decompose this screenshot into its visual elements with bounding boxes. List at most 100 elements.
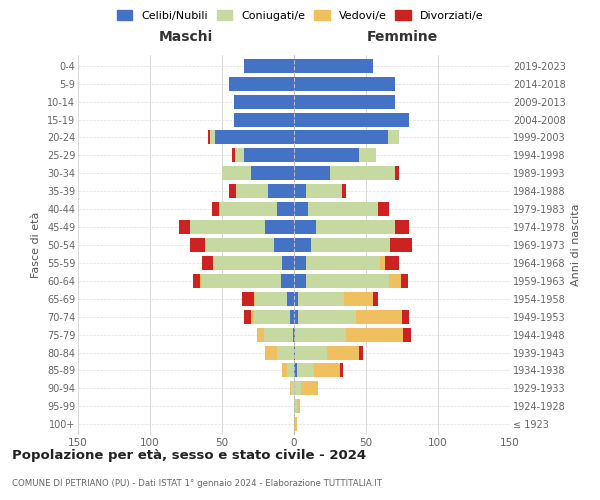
Bar — [403, 328, 410, 342]
Bar — [190, 220, 265, 234]
Bar — [305, 184, 341, 198]
Bar — [298, 292, 344, 306]
Bar — [377, 202, 389, 216]
Text: Popolazione per età, sesso e stato civile - 2024: Popolazione per età, sesso e stato civil… — [12, 450, 366, 462]
Bar — [294, 418, 297, 431]
Bar — [395, 220, 409, 234]
Bar — [291, 382, 294, 396]
Bar — [294, 130, 388, 144]
Bar — [287, 364, 294, 378]
Bar — [232, 148, 235, 162]
Bar — [222, 166, 251, 180]
Bar — [305, 274, 389, 288]
Bar — [294, 94, 395, 108]
Bar — [294, 400, 297, 413]
Bar — [294, 148, 359, 162]
Bar — [294, 238, 311, 252]
Bar — [290, 310, 294, 324]
Bar — [179, 220, 190, 234]
Bar — [327, 346, 359, 360]
Bar — [264, 328, 293, 342]
Bar — [294, 382, 301, 396]
Bar — [311, 238, 391, 252]
Bar — [205, 238, 274, 252]
Bar — [294, 184, 305, 198]
Bar — [294, 328, 295, 342]
Bar — [255, 292, 287, 306]
Bar — [290, 382, 291, 396]
Bar — [385, 256, 399, 270]
Bar — [211, 130, 215, 144]
Bar — [202, 274, 281, 288]
Bar — [295, 328, 346, 342]
Bar — [359, 346, 363, 360]
Bar — [242, 292, 254, 306]
Bar — [316, 220, 395, 234]
Text: COMUNE DI PETRIANO (PU) - Dati ISTAT 1° gennaio 2024 - Elaborazione TUTTITALIA.I: COMUNE DI PETRIANO (PU) - Dati ISTAT 1° … — [12, 478, 382, 488]
Bar — [257, 328, 264, 342]
Bar — [294, 59, 373, 72]
Bar — [215, 130, 294, 144]
Bar — [214, 256, 283, 270]
Bar — [294, 220, 316, 234]
Bar — [235, 148, 244, 162]
Bar — [344, 292, 373, 306]
Bar — [251, 310, 254, 324]
Bar — [380, 256, 385, 270]
Text: Femmine: Femmine — [367, 30, 437, 44]
Bar — [389, 274, 401, 288]
Bar — [340, 364, 343, 378]
Bar — [373, 292, 377, 306]
Bar — [341, 184, 346, 198]
Bar — [251, 166, 294, 180]
Bar — [293, 328, 294, 342]
Bar — [254, 292, 255, 306]
Bar — [395, 166, 399, 180]
Bar — [244, 310, 251, 324]
Bar — [208, 130, 211, 144]
Bar — [200, 274, 202, 288]
Bar — [277, 346, 294, 360]
Bar — [391, 238, 412, 252]
Bar — [229, 76, 294, 90]
Bar — [236, 184, 268, 198]
Bar — [388, 130, 399, 144]
Bar — [193, 274, 200, 288]
Bar — [297, 400, 300, 413]
Bar — [277, 202, 294, 216]
Bar — [233, 112, 294, 126]
Bar — [265, 346, 277, 360]
Bar — [202, 256, 214, 270]
Bar — [212, 202, 219, 216]
Bar — [308, 202, 377, 216]
Bar — [346, 328, 403, 342]
Bar — [281, 274, 294, 288]
Legend: Celibi/Nubili, Coniugati/e, Vedovi/e, Divorziati/e: Celibi/Nubili, Coniugati/e, Vedovi/e, Di… — [112, 6, 488, 25]
Bar — [294, 112, 409, 126]
Bar — [298, 310, 356, 324]
Bar — [294, 76, 395, 90]
Y-axis label: Fasce di età: Fasce di età — [31, 212, 41, 278]
Bar — [244, 148, 294, 162]
Bar — [268, 184, 294, 198]
Bar — [294, 166, 330, 180]
Bar — [244, 59, 294, 72]
Bar — [356, 310, 402, 324]
Bar — [297, 364, 314, 378]
Bar — [314, 364, 340, 378]
Y-axis label: Anni di nascita: Anni di nascita — [571, 204, 581, 286]
Bar — [229, 184, 236, 198]
Bar — [294, 364, 297, 378]
Bar — [265, 220, 294, 234]
Bar — [233, 94, 294, 108]
Bar — [330, 166, 395, 180]
Bar — [190, 238, 205, 252]
Bar — [295, 346, 327, 360]
Bar — [301, 382, 319, 396]
Bar — [294, 274, 305, 288]
Bar — [283, 256, 294, 270]
Bar — [359, 148, 376, 162]
Bar — [219, 202, 277, 216]
Bar — [294, 202, 308, 216]
Text: Maschi: Maschi — [159, 30, 213, 44]
